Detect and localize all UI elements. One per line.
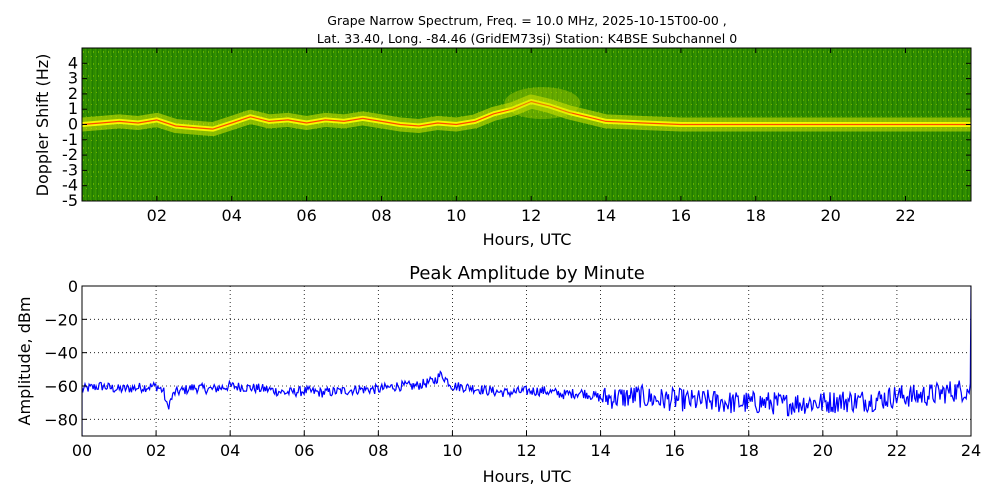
spectrogram-y-tick-label: -4: [62, 176, 78, 195]
spectrogram-y-tick-label: 3: [68, 69, 78, 88]
amplitude-chart-title: Peak Amplitude by Minute: [409, 263, 645, 284]
amplitude-x-tick-label: 00: [72, 441, 92, 460]
figure-title-line-1: Grape Narrow Spectrum, Freq. = 10.0 MHz,…: [327, 13, 726, 28]
spectrogram-y-tick-label: 4: [68, 53, 78, 72]
spectrogram-x-tick-label: 22: [895, 206, 915, 225]
figure-title-line-2: Lat. 33.40, Long. -84.46 (GridEM73sj) St…: [317, 31, 737, 46]
spectrogram-y-tick-label: -3: [62, 160, 78, 179]
spectrogram-x-tick-label: 02: [147, 206, 167, 225]
amplitude-x-axis-label: Hours, UTC: [483, 467, 572, 486]
spectrogram-x-tick-label: 16: [671, 206, 691, 225]
spectrogram-y-tick-label: 2: [68, 84, 78, 103]
amplitude-y-axis-label: Amplitude, dBm: [15, 297, 34, 426]
amplitude-series-line: [82, 286, 971, 436]
spectrogram-x-tick-label: 08: [371, 206, 391, 225]
spectrogram-x-tick-label: 10: [446, 206, 466, 225]
spectrogram-y-tick-label: -1: [62, 130, 78, 149]
amplitude-y-tick-label: −40: [44, 344, 78, 363]
spectrogram-y-axis-label: Doppler Shift (Hz): [33, 54, 52, 197]
spectrogram-x-tick-label: 18: [746, 206, 766, 225]
amplitude-y-tick-label: −60: [44, 377, 78, 396]
amplitude-ticks: 00 02 04 06 08 10 12 14 16 18 20 22 24 0 −20 −40 −60 −80: [44, 277, 981, 460]
spectrogram-y-tick-label: -2: [62, 145, 78, 164]
signal-spread: [504, 87, 581, 120]
amplitude-grid: [82, 286, 971, 436]
amplitude-x-tick-label: 10: [442, 441, 462, 460]
spectrogram-x-tick-label: 12: [521, 206, 541, 225]
amplitude-x-tick-label: 08: [368, 441, 388, 460]
amplitude-x-tick-label: 18: [739, 441, 759, 460]
amplitude-x-tick-label: 22: [887, 441, 907, 460]
amplitude-y-tick-label: −80: [44, 410, 78, 429]
amplitude-x-tick-label: 20: [813, 441, 833, 460]
spectrogram-x-tick-label: 04: [222, 206, 242, 225]
amplitude-x-tick-label: 02: [146, 441, 166, 460]
spectrogram-y-tick-label: 1: [68, 99, 78, 118]
spectrogram-x-axis-label: Hours, UTC: [483, 230, 572, 249]
spectrogram-y-tick-label: -5: [62, 191, 78, 210]
amplitude-frame: [81, 285, 972, 437]
spectrogram-x-tick-label: 06: [296, 206, 316, 225]
amplitude-x-tick-label: 12: [516, 441, 536, 460]
amplitude-y-tick-label: −20: [44, 310, 78, 329]
amplitude-x-tick-label: 04: [220, 441, 240, 460]
amplitude-x-tick-label: 06: [294, 441, 314, 460]
spectrogram-x-tick-label: 14: [596, 206, 616, 225]
spectrogram-signal-band: [82, 87, 971, 137]
spectrogram-y-tick-label: 0: [68, 115, 78, 134]
amplitude-x-tick-label: 24: [961, 441, 981, 460]
amplitude-y-tick-label: 0: [68, 277, 78, 296]
spectrogram-x-tick-label: 20: [820, 206, 840, 225]
signal-peak-trace: [82, 100, 971, 130]
amplitude-x-tick-label: 16: [664, 441, 684, 460]
amplitude-panel: Peak Amplitude by Minute 00 02 04 06 08 10 12 1…: [15, 263, 981, 486]
amplitude-x-tick-label: 14: [590, 441, 610, 460]
